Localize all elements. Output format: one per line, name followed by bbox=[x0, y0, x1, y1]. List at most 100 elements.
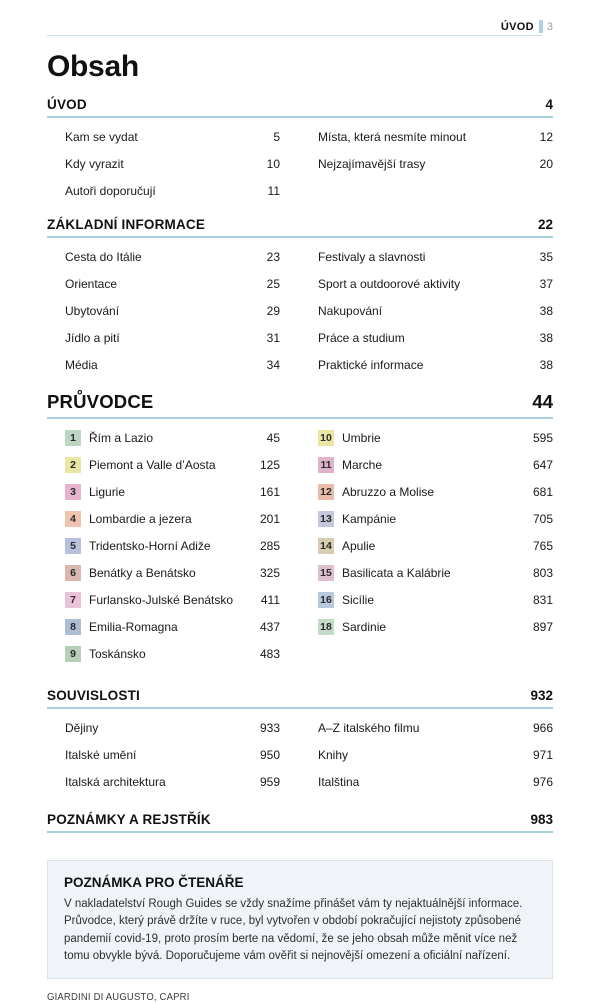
entry-page: 20 bbox=[539, 156, 553, 171]
entry-page: 34 bbox=[266, 357, 280, 372]
chapter-number-chip: 2 bbox=[65, 456, 81, 473]
entry-page: 38 bbox=[539, 303, 553, 318]
note-box-title: POZNÁMKA PRO ČTENÁŘE bbox=[64, 875, 244, 890]
entry-label: Italština bbox=[318, 774, 360, 789]
entry-page: 5 bbox=[273, 129, 280, 144]
entry-page: 803 bbox=[532, 565, 553, 580]
entry-label: Sardinie bbox=[342, 619, 387, 634]
section-uvod-header: ÚVOD 4 bbox=[47, 97, 553, 118]
section-page-number: 932 bbox=[530, 688, 553, 703]
entry-page: 411 bbox=[260, 592, 280, 607]
entry-label: Dějiny bbox=[65, 720, 99, 735]
guide-chapter-entry: 10 Umbrie 595 bbox=[318, 424, 553, 451]
toc-entry: A–Z italského filmu 966 bbox=[318, 714, 553, 741]
section-title: PRŮVODCE bbox=[47, 391, 154, 412]
entry-label: Furlansko-Julské Benátsko bbox=[89, 592, 234, 607]
chapter-number-chip: 1 bbox=[65, 429, 81, 446]
entry-page: 38 bbox=[539, 330, 553, 345]
entries-right-column: 10 Umbrie 595 11 Marche 647 12 Abruzzo a Moli… bbox=[318, 424, 553, 667]
reader-note-box: POZNÁMKA PRO ČTENÁŘE V nakladatelství Ro… bbox=[47, 860, 553, 979]
entry-label: Piemont a Valle d’Aosta bbox=[89, 457, 216, 472]
entry-label: Festivaly a slavnosti bbox=[318, 249, 426, 264]
section-souvislosti-header: SOUVISLOSTI 932 bbox=[47, 688, 553, 709]
chapter-number-chip: 13 bbox=[318, 510, 334, 527]
chapter-number-chip: 8 bbox=[65, 618, 81, 635]
entry-label: Kdy vyrazit bbox=[65, 156, 124, 171]
guide-chapter-entry: 16 Sicílie 831 bbox=[318, 586, 553, 613]
photo-caption: GIARDINI DI AUGUSTO, CAPRI bbox=[47, 992, 190, 1003]
entry-label: Praktické informace bbox=[318, 357, 424, 372]
entry-label: Jídlo a pití bbox=[65, 330, 120, 345]
entry-page: 897 bbox=[532, 619, 553, 634]
entry-page: 12 bbox=[539, 129, 553, 144]
entry-page: 11 bbox=[267, 183, 280, 198]
entry-label: Toskánsko bbox=[89, 646, 146, 661]
section-uvod-entries: Kam se vydat 5 Kdy vyrazit 10 Autoři dopor… bbox=[47, 118, 553, 204]
guide-chapter-entry: 11 Marche 647 bbox=[318, 451, 553, 478]
toc-entry: Místa, která nesmíte minout 12 bbox=[318, 123, 553, 150]
entries-right-column: Místa, která nesmíte minout 12 Nejzajímav… bbox=[318, 123, 553, 204]
entry-label: Řím a Lazio bbox=[89, 430, 154, 445]
guide-chapter-entry: 7 Furlansko-Julské Benátsko 411 bbox=[47, 586, 280, 613]
entry-page: 933 bbox=[259, 720, 280, 735]
section-page-number: 44 bbox=[532, 391, 553, 412]
entry-page: 437 bbox=[259, 619, 280, 634]
entry-page: 705 bbox=[532, 511, 553, 526]
entry-label: Basilicata a Kalábrie bbox=[342, 565, 451, 580]
entry-label: Ligurie bbox=[89, 484, 126, 499]
section-poznamky: POZNÁMKY A REJSTŘÍK 983 bbox=[47, 812, 553, 833]
running-header: ÚVOD 3 bbox=[47, 18, 553, 36]
toc-entry: Média 34 bbox=[47, 351, 280, 378]
toc-entry: Dějiny 933 bbox=[47, 714, 280, 741]
entry-label: Nejzajímavější trasy bbox=[318, 156, 426, 171]
section-uvod: ÚVOD 4 Kam se vydat 5 Kdy vyrazit 10 Autoř… bbox=[47, 97, 553, 204]
entries-left-column: Kam se vydat 5 Kdy vyrazit 10 Autoři dopor… bbox=[47, 123, 280, 204]
guide-chapter-entry: 2 Piemont a Valle d’Aosta 125 bbox=[47, 451, 280, 478]
entry-label: Benátky a Benátsko bbox=[89, 565, 196, 580]
entry-label: Italská architektura bbox=[65, 774, 166, 789]
guide-chapter-entry: 9 Toskánsko 483 bbox=[47, 640, 280, 667]
toc-entry: Jídlo a pití 31 bbox=[47, 324, 280, 351]
guide-chapter-entry: 4 Lombardie a jezera 201 bbox=[47, 505, 280, 532]
note-box-body: V nakladatelství Rough Guides se vždy sn… bbox=[64, 898, 523, 962]
entry-page: 959 bbox=[259, 774, 280, 789]
entry-label: Tridentsko-Horní Adiže bbox=[89, 538, 211, 553]
entry-page: 38 bbox=[539, 357, 553, 372]
entry-label: Umbrie bbox=[342, 430, 381, 445]
entry-label: Sport a outdoorové aktivity bbox=[318, 276, 461, 291]
entries-left-column: Cesta do Itálie 23 Orientace 25 Ubytování 2… bbox=[47, 243, 280, 378]
chapter-number-chip: 15 bbox=[318, 564, 334, 581]
entry-label: Autoři doporučují bbox=[65, 183, 156, 198]
toc-entry: Italská architektura 959 bbox=[47, 768, 280, 795]
chapter-number-chip: 3 bbox=[65, 483, 81, 500]
entry-page: 23 bbox=[266, 249, 280, 264]
section-pruvodce: PRŮVODCE 44 1 Řím a Lazio 4 5 2 Piemont a Va… bbox=[47, 391, 553, 667]
chapter-number-chip: 14 bbox=[318, 537, 334, 554]
entry-page: 681 bbox=[532, 484, 553, 499]
entry-label: Abruzzo a Molise bbox=[342, 484, 435, 499]
entry-page: 125 bbox=[259, 457, 280, 472]
entry-label: Ubytování bbox=[65, 303, 120, 318]
chapter-number-chip: 5 bbox=[65, 537, 81, 554]
section-title: SOUVISLOSTI bbox=[47, 688, 140, 703]
chapter-number-chip: 4 bbox=[65, 510, 81, 527]
section-title: ÚVOD bbox=[47, 97, 87, 112]
entry-page: 161 bbox=[259, 484, 280, 499]
section-zakladni-entries: Cesta do Itálie 23 Orientace 25 Ubytování 2… bbox=[47, 238, 553, 378]
entry-page: 971 bbox=[532, 747, 553, 762]
guide-chapter-entry: 6 Benátky a Benátsko 325 bbox=[47, 559, 280, 586]
entry-page: 285 bbox=[259, 538, 280, 553]
header-tick-mark bbox=[538, 20, 543, 33]
guide-chapter-entry: 3 Ligurie 161 bbox=[47, 478, 280, 505]
guide-chapter-entry: 14 Apulie 765 bbox=[318, 532, 553, 559]
chapter-number-chip: 7 bbox=[65, 591, 81, 608]
guide-chapter-entry: 1 Řím a Lazio 45 bbox=[47, 424, 280, 451]
header-rule bbox=[47, 35, 542, 36]
entries-left-column: 1 Řím a Lazio 4 5 2 Piemont a Valle d’Aosta 1… bbox=[47, 424, 280, 667]
guide-chapter-entry: 5 Tridentsko-Horní Adiže 285 bbox=[47, 532, 280, 559]
entry-label: Kampánie bbox=[342, 511, 397, 526]
chapter-number-chip: 10 bbox=[318, 429, 334, 446]
entry-page: 35 bbox=[539, 249, 553, 264]
section-zakladni-header: ZÁKLADNÍ INFORMACE 22 bbox=[47, 217, 553, 238]
entry-page: 37 bbox=[539, 276, 553, 291]
